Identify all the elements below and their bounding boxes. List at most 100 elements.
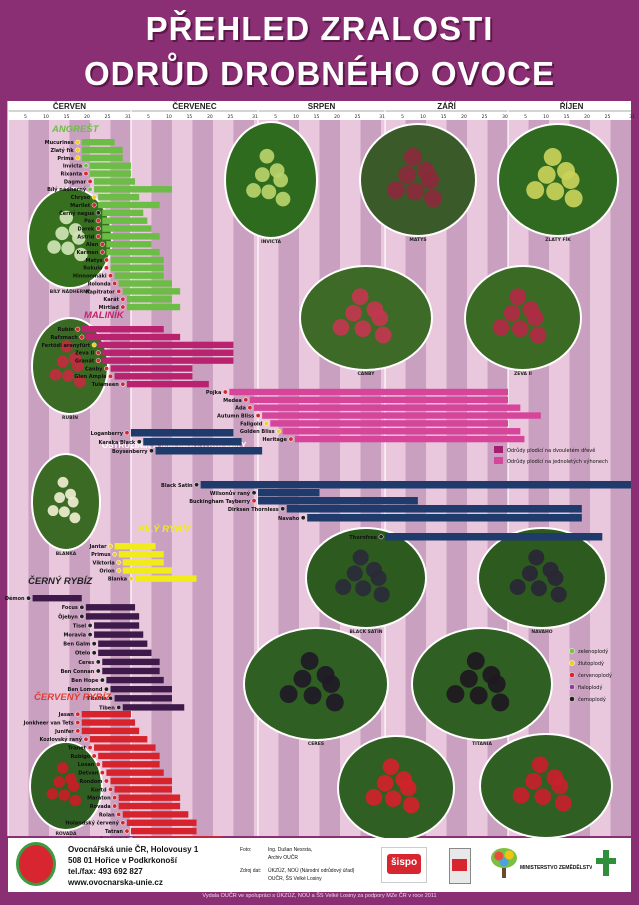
ripening-bar bbox=[110, 256, 164, 264]
fruit-berry bbox=[62, 369, 75, 382]
ripening-bar bbox=[102, 667, 160, 675]
fruit-legend-label: žlutoplodý bbox=[578, 660, 604, 667]
variety-label: Marllet bbox=[70, 203, 91, 209]
fruit-berry bbox=[293, 669, 312, 688]
fruit-color-dot bbox=[104, 686, 109, 692]
sispo-text: šispo bbox=[391, 857, 418, 868]
group-title: BÍLÝ RYBÍZ bbox=[138, 524, 192, 535]
fruit-color-dot bbox=[112, 551, 118, 557]
fruit-berry bbox=[509, 578, 526, 595]
logo-badge bbox=[16, 842, 56, 886]
ripening-bar bbox=[98, 752, 160, 760]
variety-label: Ben Connan bbox=[61, 669, 95, 675]
day-tick-label: 5 bbox=[147, 114, 150, 120]
ripening-bar bbox=[110, 365, 193, 372]
fruit-berry bbox=[374, 326, 392, 344]
fruit-color-dot bbox=[116, 288, 122, 294]
fruit-photo bbox=[224, 121, 318, 239]
fruit-berry bbox=[546, 769, 564, 786]
variety-label: Ben Lomond bbox=[68, 687, 103, 693]
foto-line-1: Ing. Dušan Nesrsta, bbox=[268, 847, 313, 853]
fruit-legend-label: zelenoplodý bbox=[578, 648, 608, 655]
fruit-berry bbox=[395, 771, 413, 788]
day-tick-label: 31 bbox=[125, 114, 131, 120]
ripening-bar bbox=[143, 438, 242, 446]
fruit-berry bbox=[58, 506, 70, 518]
fruit-photo bbox=[299, 265, 433, 371]
fruit-berry bbox=[402, 796, 420, 814]
day-tick-label: 20 bbox=[584, 114, 590, 120]
day-tick-label: 10 bbox=[293, 114, 299, 120]
fruit-berry bbox=[354, 320, 372, 337]
fruit-berry bbox=[53, 776, 65, 788]
ripening-bar bbox=[102, 658, 160, 666]
fruit-legend-label: červenoplodý bbox=[578, 672, 612, 679]
fruit-berry bbox=[279, 685, 298, 704]
day-tick-label: 5 bbox=[274, 114, 277, 120]
company-website-link[interactable]: www.ovocnarska-unie.cz bbox=[68, 878, 163, 887]
fruit-berry bbox=[74, 247, 88, 262]
fruit-color-dot bbox=[104, 778, 109, 784]
fruit-legend-label: fialoplodý bbox=[578, 684, 602, 691]
fruit-berry bbox=[47, 505, 59, 517]
variety-label: Bílý nádherný bbox=[47, 186, 87, 193]
ripening-bar bbox=[286, 505, 582, 513]
variety-label: Navaho bbox=[278, 516, 300, 522]
day-tick-label: 15 bbox=[64, 114, 70, 120]
day-tick-label: 15 bbox=[314, 114, 320, 120]
ripening-bar bbox=[122, 288, 181, 295]
fruit-photo bbox=[337, 735, 455, 841]
day-tick-label: 10 bbox=[43, 114, 49, 120]
fruit-color-dot bbox=[95, 226, 101, 232]
ripening-bar bbox=[94, 744, 156, 751]
fruit-berry bbox=[529, 326, 547, 344]
ripening-bar bbox=[81, 711, 131, 718]
day-tick-label: 20 bbox=[84, 114, 90, 120]
day-tick-label: 5 bbox=[24, 114, 27, 120]
photo-caption: RUBÍN bbox=[62, 413, 78, 421]
fruit-berry bbox=[65, 773, 77, 785]
title-line-2: ODRŮD DROBNÉHO OVOCE bbox=[83, 55, 556, 92]
fruit-berry bbox=[259, 148, 275, 164]
fruit-color-dot bbox=[120, 304, 126, 310]
fruit-berry bbox=[521, 565, 538, 582]
variety-label: Tisel bbox=[73, 623, 86, 629]
ripening-bar bbox=[270, 420, 509, 427]
fruit-berry bbox=[366, 301, 384, 318]
tree-logo-icon bbox=[489, 846, 519, 880]
ripening-bar bbox=[89, 736, 148, 743]
day-tick-label: 5 bbox=[524, 114, 527, 120]
ripening-bar bbox=[118, 280, 172, 287]
photo-caption: TITANIA bbox=[472, 741, 492, 747]
variety-label: Fallgold bbox=[240, 421, 263, 427]
fruit-berry bbox=[542, 561, 559, 578]
fruit-berry bbox=[69, 512, 81, 524]
legend-label: Odrůdy plodící na dvouletém dřevě bbox=[507, 447, 595, 454]
ripening-bar bbox=[253, 404, 521, 411]
variety-label: Pojka bbox=[206, 390, 222, 396]
foto-label: Foto: bbox=[240, 847, 252, 853]
fruit-color-dot bbox=[280, 506, 286, 512]
fruit-photo bbox=[31, 453, 101, 551]
fruit-color-dot bbox=[95, 659, 101, 665]
fruit-berry bbox=[335, 578, 352, 595]
fruit-color-dot bbox=[108, 786, 114, 792]
fruit-color-dot bbox=[75, 326, 81, 332]
fruit-berry bbox=[365, 789, 383, 806]
fruit-berry bbox=[332, 319, 350, 336]
fruit-berry bbox=[351, 288, 369, 305]
variety-label: Otelo bbox=[75, 651, 91, 657]
photo-caption: CERES bbox=[308, 741, 324, 747]
day-tick-label: 5 bbox=[401, 114, 404, 120]
day-tick-label: 20 bbox=[207, 114, 213, 120]
ripening-bar bbox=[118, 794, 181, 801]
fruit-berry bbox=[526, 181, 545, 200]
ripening-bar bbox=[118, 551, 164, 558]
variety-label: Darek bbox=[78, 226, 95, 232]
fruit-berry bbox=[446, 685, 465, 704]
day-tick-label: 15 bbox=[187, 114, 193, 120]
ripening-bar bbox=[32, 595, 82, 602]
ripening-bar bbox=[258, 497, 418, 505]
sispo-logo: šispo bbox=[381, 847, 427, 883]
